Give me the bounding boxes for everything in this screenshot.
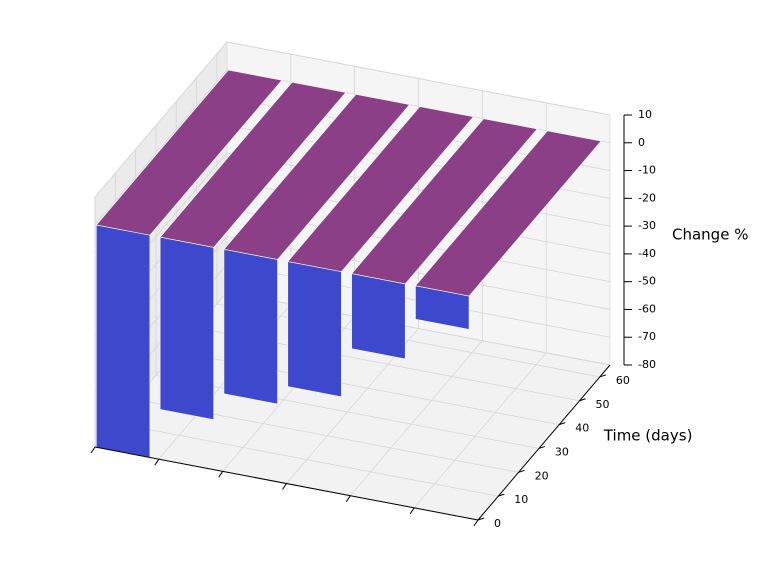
bar <box>351 273 406 360</box>
z-axis-label: Change % <box>672 226 748 244</box>
z-tick-label: 10 <box>638 108 652 121</box>
x-axis-line <box>94 446 479 521</box>
x-tick <box>218 471 224 478</box>
y-tick-label: 50 <box>596 398 610 411</box>
z-tick-label: 0 <box>638 136 645 149</box>
y-tick <box>538 445 546 449</box>
y-tick <box>477 517 485 521</box>
x-tick <box>282 483 287 490</box>
y-tick <box>518 469 525 473</box>
z-tick-label: -20 <box>638 191 656 204</box>
x-tick <box>154 458 160 466</box>
bar <box>159 236 215 420</box>
y-tick <box>579 398 586 402</box>
y-tick-label: 20 <box>535 469 549 482</box>
y-axis-line <box>477 364 611 521</box>
z-tick-label: -60 <box>638 302 656 315</box>
axes: 10 0 -10 -20 -30 -40 -50 -60 -70 -80 0 10 20 30 40 50 60… <box>90 108 748 530</box>
x-tick <box>473 519 479 527</box>
bar <box>223 248 278 405</box>
bar <box>95 224 151 458</box>
y-tick-label: 10 <box>514 493 528 506</box>
x-tick <box>345 495 351 502</box>
y-tick-label: 0 <box>494 517 501 530</box>
y-axis-label: Time (days) <box>603 426 693 444</box>
y-tick <box>498 493 505 497</box>
z-tick-label: -50 <box>638 275 656 288</box>
z-tick-label: -10 <box>638 164 656 177</box>
y-tick <box>599 374 607 378</box>
bar <box>287 261 342 398</box>
bars <box>95 69 602 458</box>
x-tick <box>90 446 96 454</box>
z-tick-label: -70 <box>638 330 656 343</box>
y-tick <box>559 422 566 426</box>
z-tick-label: -40 <box>638 247 656 260</box>
x-tick <box>409 507 415 515</box>
z-tick-label: -80 <box>638 358 656 371</box>
z-tick-label: -30 <box>638 219 656 232</box>
y-tick-label: 30 <box>555 445 569 458</box>
y-tick-label: 60 <box>616 374 630 387</box>
y-tick-label: 40 <box>575 422 589 435</box>
bar <box>415 285 470 330</box>
